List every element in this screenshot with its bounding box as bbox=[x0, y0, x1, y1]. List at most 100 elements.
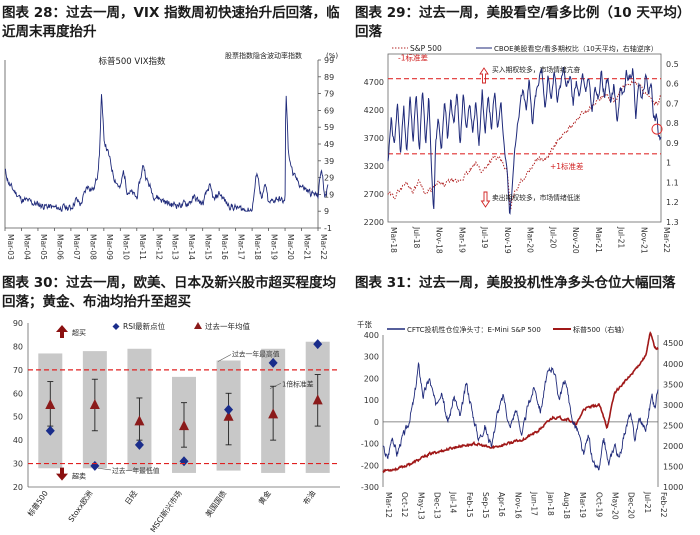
x-tick-label: Mar-19 bbox=[578, 492, 587, 518]
unit-label: (%) bbox=[326, 52, 338, 60]
y-tick-label: 20 bbox=[13, 483, 23, 492]
x-tick-label: Mar-06 bbox=[55, 234, 64, 260]
y-tick-label: 49 bbox=[324, 140, 334, 149]
arrow-down-icon bbox=[480, 191, 491, 208]
rsi-marker bbox=[224, 404, 234, 415]
legend-label-rsi: RSI最新点位 bbox=[123, 321, 166, 331]
y-tick-label: 2700 bbox=[364, 190, 384, 199]
y2-tick-label: 4500 bbox=[663, 339, 683, 348]
y-tick-label: -200 bbox=[361, 461, 379, 470]
x-tick-label: Mar-21 bbox=[594, 227, 603, 253]
y2-tick-label: 0.6 bbox=[666, 80, 679, 89]
annotation-sell: 卖出期权较多，市场情绪低迷 bbox=[492, 193, 581, 202]
x-tick-label: Mar-21 bbox=[303, 234, 312, 260]
y-tick-label: 80 bbox=[13, 342, 23, 351]
chart-title-cftc: 图表 31：过去一周，美股投机性净多头仓位大幅回落 bbox=[355, 275, 676, 291]
callout-low: 过去一年最低值 bbox=[112, 466, 160, 475]
x-tick-label: Mar-18 bbox=[253, 234, 262, 260]
x-tick-label: Mar-05 bbox=[39, 234, 48, 260]
x-tick-label: Mar-12 bbox=[384, 492, 393, 518]
y2-tick-label: 1500 bbox=[663, 462, 683, 471]
x-tick-label: Sep-15 bbox=[481, 492, 490, 519]
y2-tick-label: 0.9 bbox=[666, 139, 679, 148]
x-tick-label: Mar-19 bbox=[457, 227, 466, 253]
x-tick-label: Nov-16 bbox=[513, 492, 522, 519]
y-tick-label: 69 bbox=[324, 106, 334, 115]
legend-swatch-mean bbox=[194, 322, 202, 329]
y2-tick-label: 4000 bbox=[663, 360, 683, 369]
annotation-minus-1sd: -1标准差 bbox=[398, 53, 428, 63]
y-tick-label: 4700 bbox=[364, 78, 384, 87]
cftc-chart: 千张 -300 -200 -100 0 100 200 300 400 1000 1500 2000 2… bbox=[357, 319, 683, 520]
series-line-sp500 bbox=[382, 331, 659, 474]
y-tick-label: 59 bbox=[324, 123, 334, 132]
x-tick-label: Nov-20 bbox=[571, 227, 580, 254]
y2-tick-label: 3000 bbox=[663, 401, 683, 410]
callout-sd: 1倍标准差 bbox=[282, 379, 314, 388]
y2-tick-label: 1.3 bbox=[666, 218, 679, 227]
y-tick-label: 40 bbox=[13, 436, 23, 445]
chart-title-vix: 图表 28：过去一周，VIX 指数周初快速抬升后回落，临近周末再度抬升 bbox=[2, 5, 340, 40]
panel-rsi: 图表 30：过去一周，欧美、日本及新兴股市超买程度均回落；黄金、布油均抬升至超买… bbox=[0, 272, 345, 535]
x-tick-label: Nov-21 bbox=[639, 227, 648, 254]
legend-swatch-rsi bbox=[112, 323, 120, 330]
unit-label: 千张 bbox=[357, 319, 372, 329]
series-line-sp500 bbox=[387, 80, 662, 210]
y-tick-label: 79 bbox=[324, 90, 334, 99]
y2-tick-label: 1 bbox=[666, 159, 671, 168]
x-tick-label: Jul-21 bbox=[643, 491, 652, 514]
x-tick-label: Mar-22 bbox=[319, 234, 328, 260]
y-tick-label: 0 bbox=[374, 418, 379, 427]
latest-marker bbox=[651, 123, 663, 135]
category-label: 日经 bbox=[122, 488, 139, 506]
category-label: 布油 bbox=[301, 488, 318, 506]
y2-tick-label: 1.2 bbox=[666, 198, 679, 207]
mean-marker bbox=[312, 394, 323, 405]
y-tick-label: -1 bbox=[324, 224, 332, 233]
chart-title-rsi: 图表 30：过去一周，欧美、日本及新兴股市超买程度均回落；黄金、布油均抬升至超买 bbox=[2, 275, 336, 310]
x-tick-label: Dec-13 bbox=[433, 492, 442, 519]
legend-label-sp500: 标普500（右轴） bbox=[573, 325, 628, 334]
y2-tick-label: 0.8 bbox=[666, 119, 679, 128]
category-label: 美国国债 bbox=[203, 488, 229, 519]
y2-tick-label: 2000 bbox=[663, 442, 683, 451]
y-tick-label: 29 bbox=[324, 174, 334, 183]
x-tick-label: Apr-16 bbox=[497, 492, 506, 517]
x-tick-label: Mar-03 bbox=[6, 234, 15, 260]
y-tick-label: 200 bbox=[364, 374, 379, 383]
panel-cftc: 图表 31：过去一周，美股投机性净多头仓位大幅回落 千张 -300 -200 -100… bbox=[353, 272, 700, 535]
legend-label-mean: 过去一年均值 bbox=[205, 321, 250, 331]
y-tick-label: -100 bbox=[361, 440, 379, 449]
label-overbought: 超买 bbox=[72, 328, 86, 337]
arrow-up-icon bbox=[479, 67, 489, 84]
legend-label-sp500: S&P 500 bbox=[410, 44, 442, 53]
x-tick-label: Mar-12 bbox=[154, 234, 163, 260]
mean-marker bbox=[223, 410, 234, 421]
y2-tick-label: 2500 bbox=[663, 421, 683, 430]
chart-title-putcall: 图表 29：过去一周，美股看空/看多比例（10 天平均）回落 bbox=[355, 5, 691, 40]
y-tick-label: 4200 bbox=[364, 106, 384, 115]
chart-inner-title: 标普500 VIX指数 bbox=[98, 56, 166, 67]
mean-marker bbox=[268, 408, 279, 419]
y-tick-label: 3700 bbox=[364, 134, 384, 143]
legend-label-cftc: CFTC投机性仓位净头寸：E-Mini S&P 500 bbox=[407, 325, 541, 334]
x-tick-label: Oct-19 bbox=[594, 492, 603, 517]
x-tick-label: Mar-14 bbox=[187, 234, 196, 260]
x-tick-label: Mar-08 bbox=[88, 234, 97, 260]
x-tick-label: Mar-22 bbox=[662, 227, 671, 253]
annotation-plus-1sd: +1标准差 bbox=[550, 161, 584, 171]
callout-high: 过去一年最高值 bbox=[232, 349, 280, 358]
x-tick-label: Mar-20 bbox=[526, 227, 535, 253]
x-tick-label: Mar-09 bbox=[105, 234, 114, 260]
series-line-vix bbox=[4, 94, 329, 212]
mean-marker bbox=[45, 399, 56, 409]
x-tick-label: Jul-20 bbox=[548, 226, 557, 249]
category-label: Stoxx欧洲 bbox=[66, 488, 95, 523]
y-tick-label: 400 bbox=[364, 331, 379, 340]
y2-tick-label: 1000 bbox=[663, 483, 683, 492]
x-tick-label: Mar-15 bbox=[204, 234, 213, 260]
x-tick-label: Mar-10 bbox=[121, 234, 130, 260]
y-tick-label: 90 bbox=[13, 319, 23, 328]
y-tick-label: -300 bbox=[361, 483, 379, 492]
x-tick-label: Mar-07 bbox=[72, 234, 81, 260]
